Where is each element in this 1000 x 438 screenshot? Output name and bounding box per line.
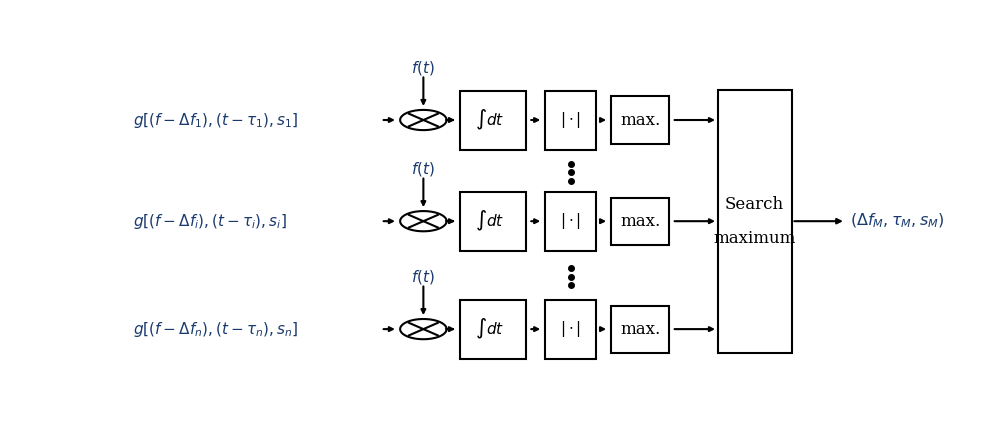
Bar — [611, 96, 669, 144]
Text: $g[(f-\Delta f_n),(t-\tau_n),s_n]$: $g[(f-\Delta f_n),(t-\tau_n),s_n]$ — [133, 320, 298, 339]
Bar — [460, 192, 526, 251]
Text: $f(t)$: $f(t)$ — [411, 160, 435, 178]
Bar — [611, 306, 669, 353]
Text: $|\cdot|$: $|\cdot|$ — [560, 211, 581, 231]
Text: $\int dt$: $\int dt$ — [475, 209, 504, 233]
Bar — [611, 198, 669, 245]
Bar — [545, 192, 596, 251]
Bar — [460, 91, 526, 149]
Text: $(\Delta f_M,\tau_M,s_M)$: $(\Delta f_M,\tau_M,s_M)$ — [850, 212, 944, 230]
Text: $|\cdot|$: $|\cdot|$ — [560, 110, 581, 130]
Text: max.: max. — [620, 112, 660, 128]
Bar — [718, 90, 792, 353]
Text: $\int dt$: $\int dt$ — [475, 108, 504, 132]
Text: maximum: maximum — [714, 230, 796, 247]
Text: $g[(f-\Delta f_1),(t-\tau_1),s_1]$: $g[(f-\Delta f_1),(t-\tau_1),s_1]$ — [133, 110, 298, 130]
Text: $g[(f-\Delta f_i),(t-\tau_i),s_i]$: $g[(f-\Delta f_i),(t-\tau_i),s_i]$ — [133, 212, 286, 231]
Text: Search: Search — [725, 196, 784, 213]
Text: $f(t)$: $f(t)$ — [411, 59, 435, 77]
Text: $|\cdot|$: $|\cdot|$ — [560, 319, 581, 339]
Text: max.: max. — [620, 321, 660, 338]
Bar — [460, 300, 526, 359]
Text: $f(t)$: $f(t)$ — [411, 268, 435, 286]
Bar — [545, 91, 596, 149]
Bar — [545, 300, 596, 359]
Text: max.: max. — [620, 213, 660, 230]
Text: $\int dt$: $\int dt$ — [475, 317, 504, 341]
